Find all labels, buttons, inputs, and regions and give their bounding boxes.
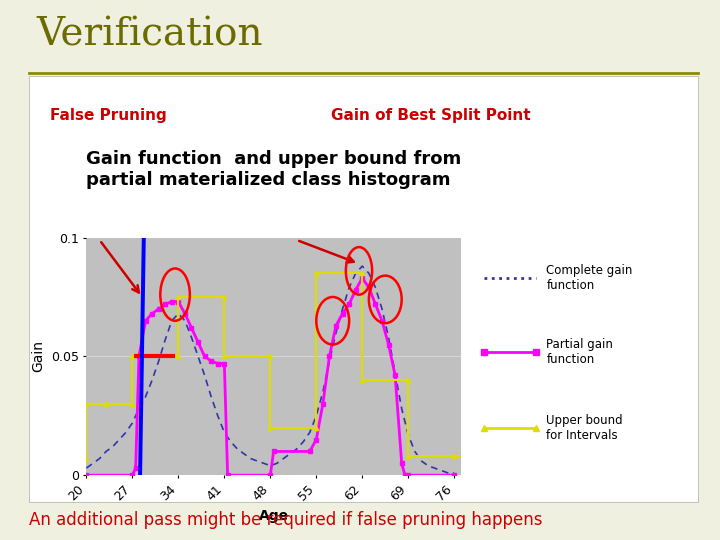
- Text: Gain of Best Split Point: Gain of Best Split Point: [331, 108, 531, 123]
- Text: Complete gain
function: Complete gain function: [546, 264, 633, 292]
- Text: Gain function  and upper bound from
partial materialized class histogram: Gain function and upper bound from parti…: [86, 150, 462, 189]
- Text: False Pruning: False Pruning: [50, 108, 167, 123]
- Text: Partial gain
function: Partial gain function: [546, 338, 613, 366]
- X-axis label: Age: Age: [258, 509, 289, 523]
- Y-axis label: Gain: Gain: [31, 340, 45, 373]
- Text: Upper bound
for Intervals: Upper bound for Intervals: [546, 414, 623, 442]
- Text: An additional pass might be required if false pruning happens: An additional pass might be required if …: [29, 511, 542, 529]
- Text: Verification: Verification: [36, 16, 263, 53]
